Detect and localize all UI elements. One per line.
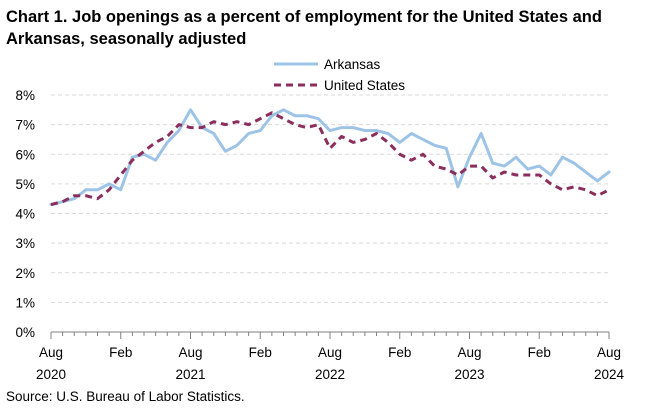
source-note: Source: U.S. Bureau of Labor Statistics.: [6, 389, 245, 404]
x-tick-year: 2020: [36, 367, 66, 382]
x-tick-year: 2021: [175, 367, 205, 382]
y-tick-label: 0%: [15, 325, 35, 340]
legend-label-arkansas: Arkansas: [324, 57, 381, 72]
x-tick-month: Aug: [178, 345, 202, 360]
series-lines: [49, 108, 611, 207]
x-tick-month: Aug: [597, 345, 621, 360]
y-tick-label: 1%: [15, 295, 35, 310]
x-tick-month: Feb: [109, 345, 132, 360]
x-axis: Aug 2020 Feb Aug 2021 Feb Aug 2022 Feb Aug 2023 Feb…: [36, 331, 625, 382]
x-tick-month: Feb: [388, 345, 411, 360]
x-tick-year: 2023: [454, 367, 484, 382]
y-tick-label: 3%: [15, 236, 35, 251]
gridlines: [51, 94, 609, 303]
y-tick-label: 4%: [15, 207, 35, 222]
y-tick-label: 8%: [15, 88, 35, 103]
series-line-arkansas: [49, 108, 611, 207]
x-tick-month: Aug: [39, 345, 63, 360]
x-tick-year: 2022: [315, 367, 345, 382]
x-tick-month: Feb: [249, 345, 272, 360]
x-tick-month: Aug: [318, 345, 342, 360]
y-tick-label: 7%: [15, 118, 35, 133]
x-tick-month: Aug: [457, 345, 481, 360]
y-tick-label: 2%: [15, 266, 35, 281]
chart-title: Chart 1. Job openings as a percent of em…: [6, 8, 602, 48]
series-line-united-states: [50, 111, 610, 207]
y-tick-label: 6%: [15, 147, 35, 162]
x-tick-year: 2024: [594, 367, 625, 382]
y-axis: 0% 1% 2% 3% 4% 5% 6% 7% 8%: [15, 88, 35, 340]
legend: Arkansas United States: [274, 57, 405, 93]
x-tick-month: Feb: [528, 345, 551, 360]
legend-label-united-states: United States: [324, 78, 405, 93]
y-tick-label: 5%: [15, 177, 35, 192]
